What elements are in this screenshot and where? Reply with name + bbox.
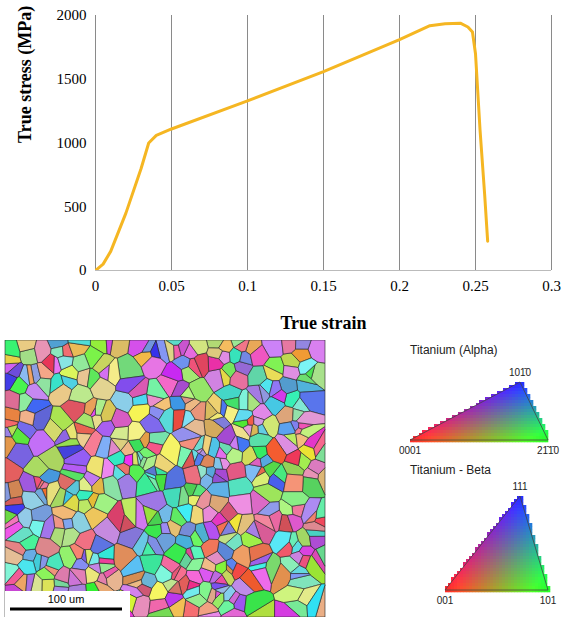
svg-text:2000: 2000 (57, 7, 87, 23)
svg-text:0.2: 0.2 (390, 278, 409, 294)
svg-text:0.05: 0.05 (158, 278, 184, 294)
svg-text:Titanium (Alpha): Titanium (Alpha) (410, 343, 498, 357)
svg-text:0.15: 0.15 (310, 278, 336, 294)
svg-text:0: 0 (92, 278, 100, 294)
svg-text:0.3: 0.3 (542, 278, 561, 294)
svg-text:101: 101 (540, 595, 557, 606)
svg-text:True strain: True strain (280, 313, 366, 333)
svg-text:0.1: 0.1 (238, 278, 257, 294)
svg-text:21̄1̄0: 21̄1̄0 (537, 445, 560, 456)
svg-text:111: 111 (512, 481, 528, 492)
svg-text:Titanium - Beta: Titanium - Beta (410, 463, 491, 477)
svg-text:100 um: 100 um (48, 593, 85, 605)
svg-text:0.25: 0.25 (462, 278, 488, 294)
svg-text:0: 0 (79, 262, 87, 278)
svg-text:1500: 1500 (57, 71, 87, 87)
svg-text:101̄0: 101̄0 (509, 367, 532, 378)
svg-text:True stress (MPa): True stress (MPa) (15, 6, 36, 143)
svg-text:001: 001 (437, 595, 454, 606)
svg-text:500: 500 (64, 199, 87, 215)
svg-text:1000: 1000 (57, 135, 87, 151)
svg-text:0001: 0001 (399, 445, 422, 456)
